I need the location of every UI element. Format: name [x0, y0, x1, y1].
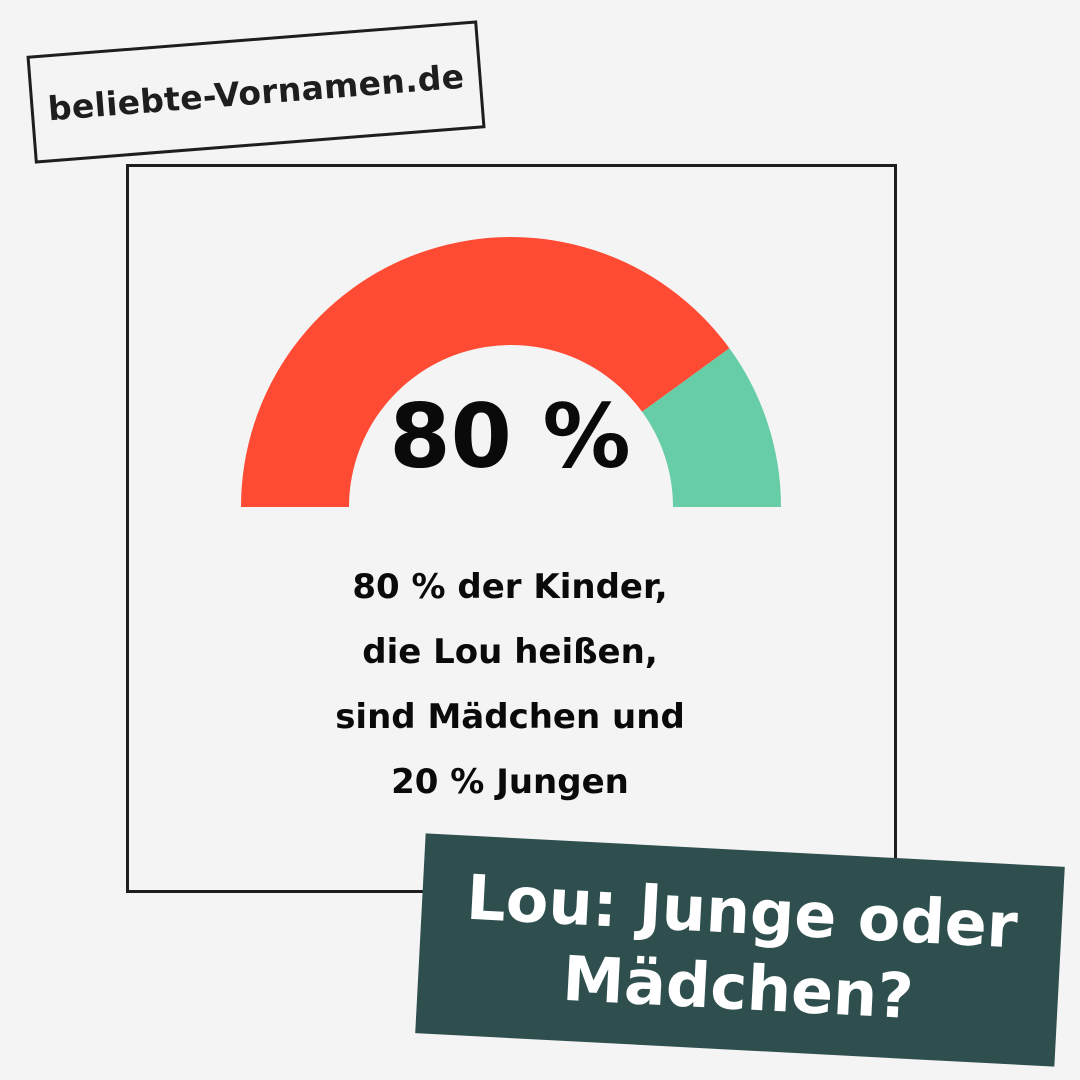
- description-line: die Lou heißen,: [362, 632, 658, 672]
- title-banner: Lou: Junge oder Mädchen?: [415, 833, 1065, 1067]
- description-line: 80 % der Kinder,: [352, 567, 668, 607]
- description-text: 80 % der Kinder, die Lou heißen, sind Mä…: [260, 555, 760, 815]
- gauge-segment-girls: [241, 237, 730, 508]
- gauge-value-label: 80 %: [389, 385, 631, 488]
- title-line: Lou: Junge oder: [464, 860, 1020, 963]
- gauge-segment-boys: [642, 348, 781, 507]
- description-line: sind Mädchen und: [335, 697, 685, 737]
- description-line: 20 % Jungen: [391, 762, 629, 802]
